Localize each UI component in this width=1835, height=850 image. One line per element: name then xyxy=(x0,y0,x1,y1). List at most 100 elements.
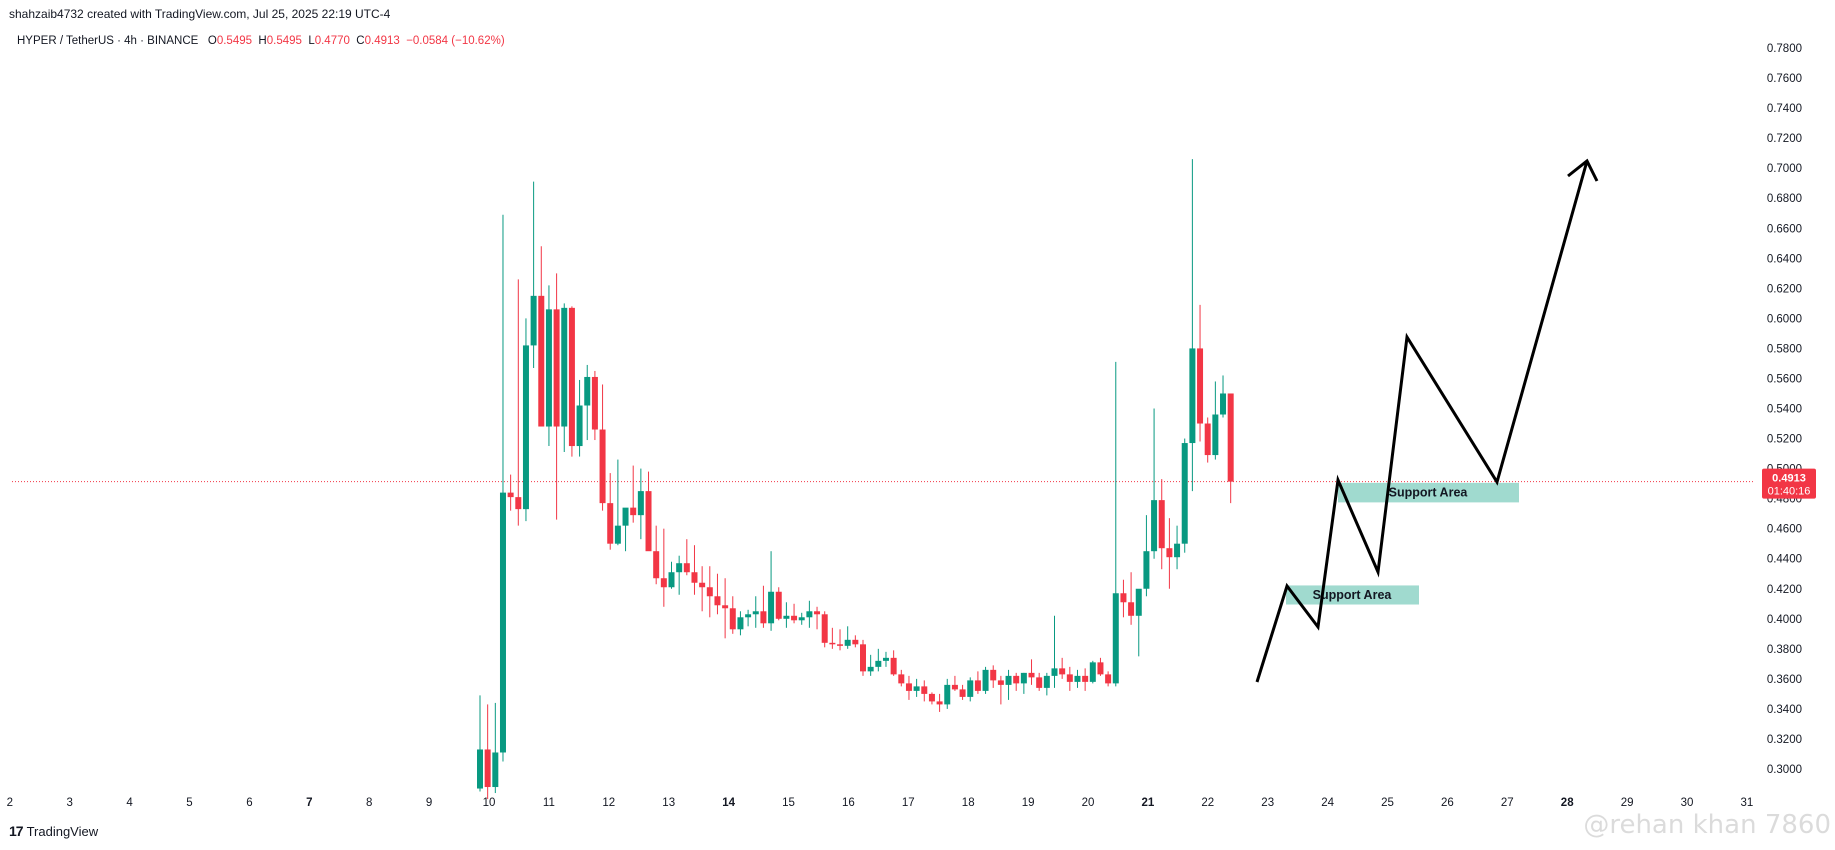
candle xyxy=(1151,408,1158,559)
candle-body xyxy=(1059,668,1066,675)
candle xyxy=(561,303,568,453)
candle-body xyxy=(1158,500,1165,549)
candle xyxy=(477,695,483,792)
candle-body xyxy=(990,669,997,681)
candle-body xyxy=(1181,443,1188,544)
candle xyxy=(637,468,644,540)
candle-body xyxy=(1189,348,1196,444)
candle-body xyxy=(507,492,514,498)
candle-body xyxy=(1082,675,1089,682)
candle-body xyxy=(630,507,637,516)
candle xyxy=(867,654,874,676)
candle xyxy=(791,603,798,624)
candle-body xyxy=(553,309,560,427)
price-tick-label: 0.6600 xyxy=(1767,223,1802,235)
candle xyxy=(599,384,606,511)
time-axis[interactable]: 2 3 4 5 6 7 8 9 10 11 12 13 14 15 16 17 18 19 20 21 22 23 24 25… xyxy=(7,797,1754,809)
time-tick-label: 17 xyxy=(902,797,915,809)
candle xyxy=(1143,515,1150,597)
candle xyxy=(545,285,552,447)
candle xyxy=(1204,417,1211,463)
candle xyxy=(829,627,836,649)
candle-body xyxy=(645,491,652,552)
price-tick-label: 0.4200 xyxy=(1767,584,1802,596)
candle-body xyxy=(1166,548,1173,558)
candle xyxy=(1028,659,1035,685)
candle-body xyxy=(653,551,660,579)
candle-body xyxy=(844,639,851,646)
time-tick-label: 4 xyxy=(126,797,133,809)
time-tick-label: 2 xyxy=(7,797,13,809)
candle xyxy=(568,306,575,457)
time-tick-label: 13 xyxy=(662,797,675,809)
candle xyxy=(499,214,506,762)
price-tick-label: 0.3000 xyxy=(1767,764,1802,776)
candle xyxy=(484,704,491,800)
projection-path[interactable] xyxy=(1255,160,1589,683)
low-label: L xyxy=(308,35,315,47)
candle-body xyxy=(584,376,591,406)
candle xyxy=(1089,660,1096,684)
candle-body xyxy=(637,491,644,516)
candle xyxy=(1227,393,1234,504)
candle xyxy=(760,585,767,628)
candle-body xyxy=(515,497,522,510)
candle xyxy=(538,246,545,427)
candle-body xyxy=(1005,675,1012,685)
support-zone[interactable] xyxy=(1286,585,1419,605)
candle xyxy=(982,666,989,694)
candle xyxy=(959,684,966,700)
price-tick-label: 0.5600 xyxy=(1767,373,1802,385)
candle-body xyxy=(1220,393,1227,415)
candle-body xyxy=(545,309,552,427)
candle xyxy=(1105,671,1112,687)
candle xyxy=(1166,518,1173,589)
candle-body xyxy=(1020,672,1027,684)
support-zone[interactable] xyxy=(1338,482,1519,503)
candle-body xyxy=(913,686,920,691)
candle xyxy=(683,539,690,576)
candle xyxy=(1174,525,1181,570)
candle xyxy=(1013,672,1020,691)
candle xyxy=(553,273,560,520)
change-value: −0.0584 (−10.62%) xyxy=(406,35,505,47)
last-price-badge xyxy=(1762,468,1816,499)
candle-body xyxy=(882,657,889,661)
candle xyxy=(997,675,1004,705)
close-label: C xyxy=(356,35,365,47)
tradingview-brand[interactable]: 17 TradingView xyxy=(9,823,98,839)
candle-body xyxy=(944,684,951,705)
price-tick-label: 0.3800 xyxy=(1767,644,1802,656)
candle xyxy=(974,671,981,694)
price-tick-label: 0.6800 xyxy=(1767,193,1802,205)
price-tick-label: 0.6200 xyxy=(1767,283,1802,295)
candle xyxy=(699,566,706,612)
candle-body xyxy=(668,572,675,588)
candle xyxy=(729,596,736,634)
price-axis[interactable]: 0.3000 0.3200 0.3400 0.3600 0.3800 0.4000 0.42… xyxy=(1767,43,1802,776)
candle-body xyxy=(852,639,859,645)
candle-body xyxy=(499,492,506,753)
price-tick-label: 0.5800 xyxy=(1767,343,1802,355)
drawing-layer[interactable] xyxy=(1255,158,1599,683)
support-zone-label: Support Area xyxy=(1389,486,1469,500)
annotation-zones-layer[interactable]: Support Area Support Area xyxy=(1286,482,1519,605)
high-value: 0.5495 xyxy=(266,35,302,47)
candle-body xyxy=(768,591,775,624)
candle-body xyxy=(860,644,866,672)
candle-body xyxy=(936,701,943,705)
close-value: 0.4913 xyxy=(364,35,400,47)
candle xyxy=(1212,381,1219,460)
candle-body xyxy=(1227,393,1234,482)
candle-body xyxy=(477,749,483,789)
last-price-value: 0.4913 xyxy=(1772,473,1806,485)
candle xyxy=(584,364,591,441)
brand-name: TradingView xyxy=(26,823,99,839)
candle xyxy=(890,650,897,676)
candle xyxy=(860,639,866,676)
candle-body xyxy=(1128,602,1135,616)
candle-body xyxy=(921,686,928,694)
candle-body xyxy=(798,617,805,621)
